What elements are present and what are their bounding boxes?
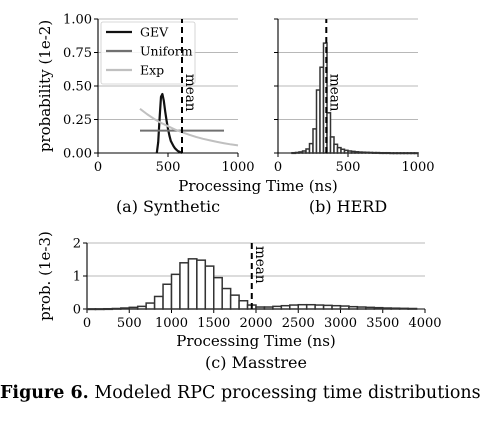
histogram-bar bbox=[170, 273, 181, 310]
panel-synthetic: probability (1e-2) (a) Synthetic 0 500 100… bbox=[36, 13, 255, 217]
x-axis-label-top: Processing Time (ns) bbox=[178, 177, 338, 195]
histogram-bar bbox=[153, 295, 164, 310]
histogram-bar bbox=[413, 152, 419, 155]
histogram-bar bbox=[238, 300, 249, 310]
x-tick-label: 1500 bbox=[197, 316, 230, 331]
x-tick-label: 2000 bbox=[239, 316, 272, 331]
panel-masstree: prob. (1e-3) Processing Time (ns) (c) Ma… bbox=[36, 231, 442, 372]
subtitle-synthetic: (a) Synthetic bbox=[116, 197, 220, 216]
x-tick-label: 0 bbox=[274, 160, 282, 175]
histogram-bar bbox=[229, 294, 240, 310]
x-tick-label: 1000 bbox=[155, 316, 188, 331]
mean-label: mean bbox=[326, 74, 342, 112]
x-tick-label: 1000 bbox=[401, 160, 434, 175]
histogram-bar bbox=[305, 303, 316, 310]
histogram-bar bbox=[103, 307, 114, 311]
histogram-bar bbox=[136, 305, 147, 310]
histogram-bar bbox=[213, 276, 223, 310]
histogram-bar bbox=[263, 306, 274, 310]
x-tick-label: 500 bbox=[117, 316, 142, 331]
y-axis-label: probability (1e-2) bbox=[36, 20, 54, 152]
legend-box bbox=[100, 21, 196, 85]
histogram-bar bbox=[187, 258, 198, 310]
histogram-bar bbox=[382, 307, 392, 310]
histogram-bar bbox=[297, 303, 308, 310]
subtitle-masstree: (c) Masstree bbox=[205, 353, 307, 372]
histogram-bar bbox=[280, 304, 291, 310]
histogram-bar bbox=[407, 307, 418, 310]
mean-label: mean bbox=[182, 74, 198, 112]
histogram-bar bbox=[128, 306, 139, 310]
x-tick-label: 0 bbox=[83, 316, 91, 331]
histogram-bar bbox=[272, 305, 283, 310]
x-tick-label: 3500 bbox=[366, 316, 399, 331]
x-tick-label: 1000 bbox=[221, 160, 254, 175]
figure-caption: Figure 6. Modeled RPC processing time di… bbox=[0, 383, 480, 403]
histogram-bar bbox=[255, 306, 266, 310]
x-tick-label: 500 bbox=[156, 160, 181, 175]
x-tick-label: 3000 bbox=[324, 316, 357, 331]
histogram-bar bbox=[322, 304, 333, 310]
figure-number: Figure 6. bbox=[0, 383, 89, 403]
y-axis-label: prob. (1e-3) bbox=[36, 231, 54, 321]
histogram-bar bbox=[145, 302, 156, 310]
histogram-bar bbox=[314, 304, 325, 310]
legend-label-gev: GEV bbox=[140, 25, 169, 40]
x-tick-label: 500 bbox=[336, 160, 361, 175]
histogram-bar bbox=[204, 265, 215, 310]
histogram-bar bbox=[390, 307, 401, 310]
histogram-bar bbox=[348, 305, 359, 310]
y-tick-label: 2 bbox=[73, 237, 81, 252]
histogram-bar bbox=[331, 304, 342, 310]
x-axis-label: Processing Time (ns) bbox=[176, 332, 336, 350]
histogram-bar bbox=[111, 307, 122, 310]
histogram-bar bbox=[86, 308, 97, 311]
y-tick-label: 0.50 bbox=[63, 80, 92, 95]
series-line-exp bbox=[139, 107, 239, 147]
histogram-bar bbox=[179, 262, 190, 310]
panel-herd: (b) HERD 0 500 1000 mean bbox=[274, 18, 435, 216]
histogram-bar bbox=[289, 304, 299, 310]
figure-caption-text: Modeled RPC processing time distribution… bbox=[88, 383, 480, 403]
legend-label-uniform: Uniform bbox=[140, 44, 193, 59]
series-line-gev bbox=[155, 92, 183, 154]
y-tick-label: 0.00 bbox=[63, 147, 92, 162]
histogram-bar bbox=[373, 306, 384, 310]
histogram-bar bbox=[398, 307, 409, 310]
y-tick-label: 0.25 bbox=[63, 113, 92, 128]
y-tick-label: 1 bbox=[73, 270, 81, 285]
mean-label: mean bbox=[252, 246, 268, 284]
histogram-bar bbox=[120, 307, 131, 310]
x-tick-label: 0 bbox=[94, 160, 102, 175]
x-tick-label: 2500 bbox=[282, 316, 315, 331]
histogram-bar bbox=[356, 306, 367, 310]
histogram-bar bbox=[196, 259, 207, 310]
legend-label-exp: Exp bbox=[140, 63, 164, 78]
legend: GEV Uniform Exp bbox=[100, 21, 196, 85]
x-tick-label: 4000 bbox=[408, 316, 441, 331]
y-tick-label: 0.75 bbox=[63, 46, 92, 61]
histogram-bar bbox=[339, 305, 350, 310]
histogram-bar bbox=[221, 287, 232, 310]
histogram-bar bbox=[162, 283, 173, 310]
histogram-bar bbox=[365, 306, 376, 310]
y-tick-label: 0 bbox=[73, 303, 81, 318]
histogram-bar bbox=[94, 308, 105, 311]
y-tick-label: 1.00 bbox=[63, 13, 92, 28]
subtitle-herd: (b) HERD bbox=[309, 197, 387, 216]
